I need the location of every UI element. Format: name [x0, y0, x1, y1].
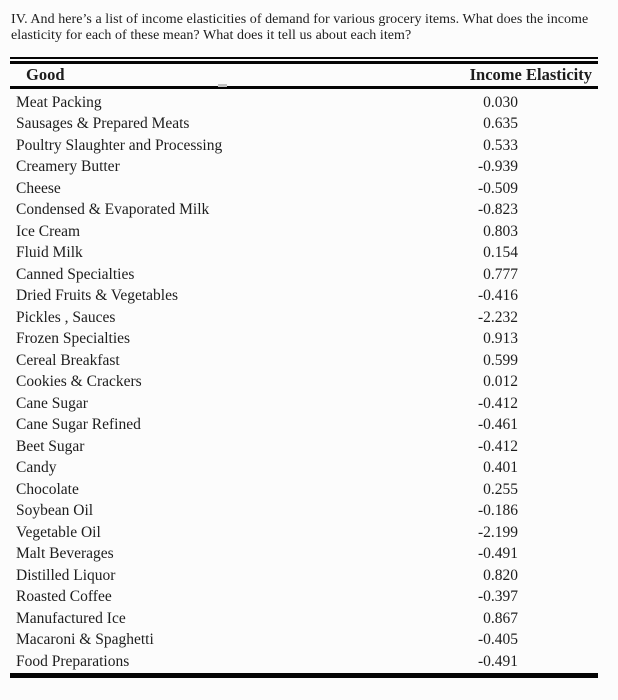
good-cell: Distilled Liquor: [16, 566, 116, 584]
table-row: Candy 0.401: [10, 457, 598, 479]
elasticity-cell: -0.397: [477, 588, 518, 605]
elasticity-cell: 0.803: [483, 222, 518, 240]
elasticity-cell: -0.823: [477, 201, 518, 218]
table-row: Cheese -0.509: [10, 178, 598, 200]
good-cell: Food Preparations: [16, 652, 130, 670]
good-cell: Beet Sugar: [16, 437, 85, 455]
good-cell: Malt Beverages: [16, 545, 114, 562]
good-cell: Cane Sugar: [16, 394, 88, 412]
elasticity-cell: -0.412: [477, 437, 518, 455]
elasticity-cell: 0.820: [483, 566, 518, 584]
table-row: Dried Fruits & Vegetables -0.416: [10, 285, 598, 307]
table-row: Macaroni & Spaghetti -0.405: [10, 629, 598, 651]
column-header-good: Good: [26, 64, 65, 84]
good-cell: Pickles , Sauces: [16, 308, 116, 326]
table-row: Sausages & Prepared Meats 0.635: [10, 113, 598, 135]
table-bottom-rule: [10, 673, 598, 678]
elasticity-cell: -2.232: [477, 308, 518, 326]
elasticity-cell: 0.599: [483, 351, 518, 369]
elasticity-cell: -0.416: [477, 287, 518, 304]
good-cell: Dried Fruits & Vegetables: [16, 287, 179, 304]
elasticity-cell: -0.939: [477, 158, 518, 175]
table-row: Meat Packing 0.030: [10, 92, 598, 114]
elasticity-cell: -0.405: [477, 631, 518, 648]
good-cell: Cheese: [16, 179, 61, 197]
elasticity-cell: 0.401: [483, 459, 518, 476]
good-cell: Chocolate: [16, 480, 79, 498]
good-cell: Poultry Slaughter and Processing: [16, 136, 223, 154]
good-cell: Sausages & Prepared Meats: [16, 115, 190, 132]
good-cell: Vegetable Oil: [16, 523, 101, 541]
good-cell: Meat Packing: [16, 93, 102, 111]
good-cell: Condensed & Evaporated Milk: [16, 201, 210, 218]
good-cell: Roasted Coffee: [16, 588, 112, 605]
table-row: Food Preparations -0.491: [10, 651, 598, 673]
elasticity-cell: -2.199: [477, 523, 518, 541]
good-cell: Cookies & Crackers: [16, 373, 142, 390]
elasticity-cell: -0.491: [477, 652, 518, 670]
good-cell: Cereal Breakfast: [16, 351, 120, 369]
table-row: Malt Beverages -0.491: [10, 543, 598, 565]
table-row: Distilled Liquor 0.820: [10, 565, 598, 587]
table-row: Roasted Coffee -0.397: [10, 586, 598, 608]
header-bottom-rule: [10, 84, 598, 89]
table-row: Beet Sugar -0.412: [10, 436, 598, 458]
elasticity-cell: -0.186: [477, 502, 518, 519]
good-cell: Manufactured Ice: [16, 609, 126, 627]
table-row: Poultry Slaughter and Processing 0.533: [10, 135, 598, 157]
elasticity-cell: -0.509: [477, 179, 518, 197]
table-row: Condensed & Evaporated Milk -0.823: [10, 199, 598, 221]
table-header-row: Good Income Elasticity: [10, 64, 598, 86]
table-row: Canned Specialties 0.777: [10, 264, 598, 286]
table-row: Cane Sugar Refined -0.461: [10, 414, 598, 436]
elasticity-cell: 0.533: [483, 136, 518, 154]
scan-artifact-dash: [218, 84, 227, 87]
elasticity-cell: 0.255: [483, 480, 518, 498]
table-row: Ice Cream 0.803: [10, 221, 598, 243]
good-cell: Fluid Milk: [16, 244, 83, 261]
elasticity-cell: 0.867: [483, 609, 518, 627]
table-body: Meat Packing 0.030 Sausages & Prepared Me…: [10, 89, 598, 672]
elasticity-cell: 0.777: [483, 265, 518, 283]
table-row: Chocolate 0.255: [10, 479, 598, 501]
table-row: Soybean Oil -0.186: [10, 500, 598, 522]
table-row: Cereal Breakfast 0.599: [10, 350, 598, 372]
table-top-rule-thin: [10, 57, 598, 59]
elasticity-cell: 0.913: [483, 330, 518, 347]
elasticity-cell: 0.154: [483, 244, 518, 261]
good-cell: Cane Sugar Refined: [16, 416, 141, 433]
good-cell: Canned Specialties: [16, 265, 135, 283]
good-cell: Ice Cream: [16, 222, 81, 240]
table-row: Frozen Specialties 0.913: [10, 328, 598, 350]
elasticity-cell: -0.461: [477, 416, 518, 433]
elasticity-cell: -0.412: [477, 394, 518, 412]
good-cell: Candy: [16, 459, 57, 476]
table-row: Vegetable Oil -2.199: [10, 522, 598, 544]
table-row: Pickles , Sauces -2.232: [10, 307, 598, 329]
elasticity-cell: -0.491: [477, 545, 518, 562]
table-row: Cane Sugar -0.412: [10, 393, 598, 415]
column-header-elasticity: Income Elasticity: [469, 64, 592, 84]
question-line-2: elasticity for each of these mean? What …: [11, 27, 412, 43]
table-top-rule-thick: [10, 60, 598, 64]
table-row: Creamery Butter -0.939: [10, 156, 598, 178]
table-row: Manufactured Ice 0.867: [10, 608, 598, 630]
good-cell: Creamery Butter: [16, 158, 120, 175]
table-row: Cookies & Crackers 0.012: [10, 371, 598, 393]
question-line-1: IV. And here’s a list of income elastici…: [11, 12, 589, 27]
table-row: Fluid Milk 0.154: [10, 242, 598, 264]
elasticity-cell: 0.012: [483, 373, 518, 390]
good-cell: Soybean Oil: [16, 502, 94, 519]
elasticity-cell: 0.635: [483, 115, 518, 132]
elasticity-table: Good Income Elasticity Meat Packing 0.030…: [10, 57, 598, 678]
good-cell: Frozen Specialties: [16, 330, 131, 347]
good-cell: Macaroni & Spaghetti: [16, 631, 154, 648]
elasticity-cell: 0.030: [483, 93, 518, 111]
question-paragraph: IV. And here’s a list of income elastici…: [11, 12, 611, 44]
